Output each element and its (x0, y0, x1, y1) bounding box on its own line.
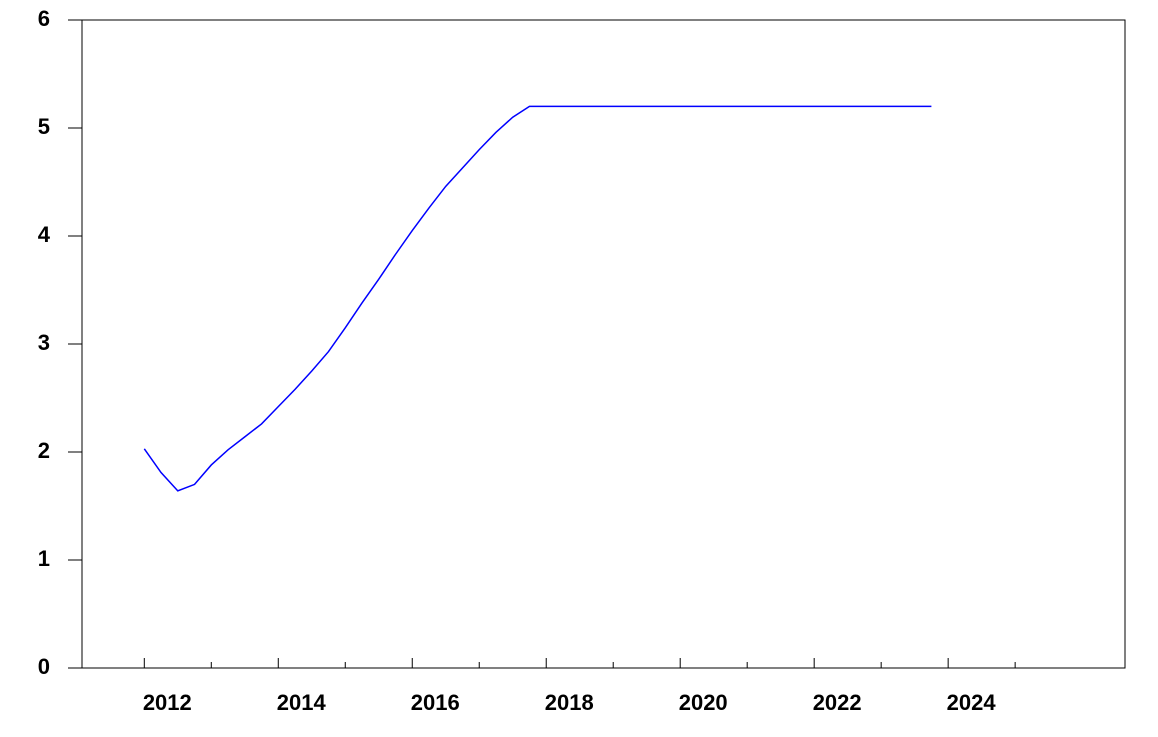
plot-frame (81, 19, 1126, 669)
x-tick-label: 2018 (545, 690, 594, 715)
x-tick-label: 2020 (679, 690, 728, 715)
x-tick-label: 2024 (947, 690, 997, 715)
y-tick-label: 3 (38, 330, 50, 355)
line-series (143, 105, 932, 492)
y-tick-label: 0 (38, 654, 50, 679)
x-tick-label: 2014 (277, 690, 327, 715)
y-tick-label: 6 (38, 6, 50, 31)
y-tick-label: 1 (38, 546, 50, 571)
y-tick-label: 2 (38, 438, 50, 463)
x-tick-label: 2016 (411, 690, 460, 715)
x-tick-label: 2012 (143, 690, 192, 715)
y-tick-label: 4 (38, 222, 51, 247)
x-tick-label: 2022 (813, 690, 862, 715)
y-tick-label: 5 (38, 114, 50, 139)
